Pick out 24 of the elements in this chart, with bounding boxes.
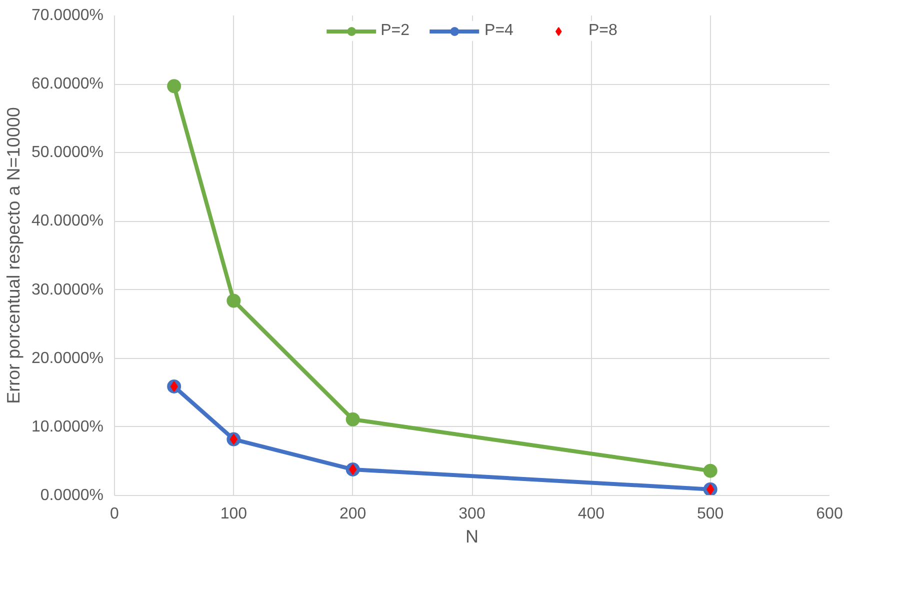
y-axis-title: Error porcentual respecto a N=10000 (3, 107, 24, 404)
y-tick-label: 10.0000% (31, 418, 104, 436)
x-tick-label: 400 (578, 506, 605, 522)
x-tick-label: 300 (458, 506, 486, 522)
x-tick-label: 200 (339, 506, 366, 522)
x-axis-title: N (466, 526, 478, 546)
point (226, 294, 241, 308)
y-tick-label: 60.0000% (31, 76, 104, 93)
x-tick-label: 500 (696, 506, 724, 522)
legend-label: P=2 (380, 22, 410, 40)
legend-label: P=4 (484, 22, 514, 40)
y-tick-label: 40.0000% (31, 212, 104, 230)
x-tick-label: 600 (816, 506, 843, 522)
point (346, 412, 360, 426)
y-tick-label: 20.0000% (31, 350, 104, 367)
legend-label: P=8 (588, 22, 618, 40)
x-tick-label: 100 (220, 506, 248, 522)
point (167, 79, 182, 94)
y-tick-label: 70.0000% (31, 7, 104, 24)
point (703, 464, 718, 478)
y-tick-label: 30.0000% (31, 281, 104, 298)
y-tick-label: 0.0000% (40, 487, 104, 504)
y-tick-label: 50.0000% (31, 144, 104, 162)
x-tick-label: 0 (110, 506, 120, 522)
